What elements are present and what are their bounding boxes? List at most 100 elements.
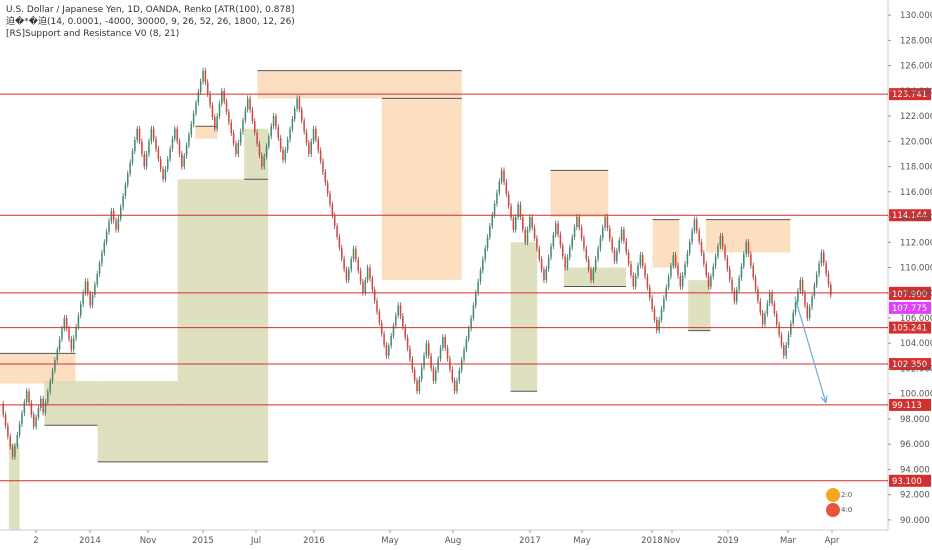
down-brick[interactable] bbox=[752, 265, 755, 278]
down-brick[interactable] bbox=[778, 324, 780, 335]
down-brick[interactable] bbox=[228, 111, 230, 123]
up-brick[interactable] bbox=[712, 266, 715, 277]
down-brick[interactable] bbox=[533, 227, 536, 239]
down-brick[interactable] bbox=[253, 121, 256, 133]
down-brick[interactable] bbox=[338, 236, 341, 248]
down-brick[interactable] bbox=[70, 339, 73, 350]
down-brick[interactable] bbox=[644, 265, 646, 277]
down-brick[interactable] bbox=[322, 161, 324, 172]
down-brick[interactable] bbox=[143, 153, 146, 167]
up-brick[interactable] bbox=[550, 246, 552, 258]
up-brick[interactable] bbox=[122, 196, 124, 208]
up-brick[interactable] bbox=[268, 136, 270, 147]
up-brick[interactable] bbox=[477, 281, 479, 293]
down-brick[interactable] bbox=[223, 90, 225, 102]
up-brick[interactable] bbox=[764, 313, 766, 325]
up-brick[interactable] bbox=[569, 247, 571, 258]
up-brick[interactable] bbox=[263, 156, 265, 167]
up-brick[interactable] bbox=[604, 217, 606, 228]
down-brick[interactable] bbox=[611, 239, 613, 251]
down-brick[interactable] bbox=[230, 122, 233, 133]
up-brick[interactable] bbox=[797, 290, 799, 302]
down-brick[interactable] bbox=[728, 268, 731, 280]
up-brick[interactable] bbox=[47, 391, 49, 403]
down-brick[interactable] bbox=[451, 369, 454, 381]
down-brick[interactable] bbox=[522, 217, 524, 230]
forecast-arrow-line[interactable] bbox=[794, 296, 827, 403]
up-brick[interactable] bbox=[467, 328, 470, 339]
up-brick[interactable] bbox=[418, 379, 421, 392]
down-brick[interactable] bbox=[703, 253, 705, 265]
up-brick[interactable] bbox=[811, 296, 813, 308]
up-brick[interactable] bbox=[526, 229, 529, 243]
up-brick[interactable] bbox=[395, 315, 397, 326]
up-brick[interactable] bbox=[735, 289, 738, 302]
up-brick[interactable] bbox=[820, 252, 823, 264]
down-brick[interactable] bbox=[249, 98, 251, 110]
up-brick[interactable] bbox=[185, 145, 188, 156]
down-brick[interactable] bbox=[4, 414, 7, 426]
up-brick[interactable] bbox=[105, 231, 108, 243]
down-brick[interactable] bbox=[630, 263, 632, 276]
up-brick[interactable] bbox=[599, 238, 602, 249]
up-brick[interactable] bbox=[129, 162, 131, 174]
down-brick[interactable] bbox=[87, 281, 89, 294]
down-brick[interactable] bbox=[324, 171, 327, 183]
down-brick[interactable] bbox=[7, 425, 9, 437]
down-brick[interactable] bbox=[89, 293, 91, 306]
down-brick[interactable] bbox=[162, 169, 164, 180]
down-brick[interactable] bbox=[674, 254, 677, 266]
down-brick[interactable] bbox=[301, 109, 303, 121]
up-brick[interactable] bbox=[620, 229, 623, 241]
up-brick[interactable] bbox=[272, 116, 275, 127]
up-brick[interactable] bbox=[498, 181, 501, 193]
down-brick[interactable] bbox=[775, 313, 778, 325]
up-brick[interactable] bbox=[420, 367, 423, 380]
up-brick[interactable] bbox=[16, 434, 19, 446]
down-brick[interactable] bbox=[543, 269, 545, 281]
up-brick[interactable] bbox=[681, 275, 684, 287]
up-brick[interactable] bbox=[94, 284, 96, 295]
down-brick[interactable] bbox=[413, 369, 416, 381]
down-brick[interactable] bbox=[2, 403, 4, 415]
down-brick[interactable] bbox=[761, 312, 764, 325]
up-brick[interactable] bbox=[484, 248, 486, 260]
down-brick[interactable] bbox=[115, 220, 117, 230]
down-brick[interactable] bbox=[641, 254, 644, 266]
up-brick[interactable] bbox=[110, 210, 113, 222]
down-brick[interactable] bbox=[623, 229, 625, 242]
down-brick[interactable] bbox=[416, 380, 418, 392]
up-brick[interactable] bbox=[239, 131, 242, 143]
down-brick[interactable] bbox=[731, 279, 733, 291]
down-brick[interactable] bbox=[538, 248, 541, 260]
up-brick[interactable] bbox=[195, 102, 197, 114]
down-brick[interactable] bbox=[232, 132, 235, 144]
up-brick[interactable] bbox=[127, 173, 129, 185]
up-brick[interactable] bbox=[813, 285, 816, 297]
down-brick[interactable] bbox=[830, 284, 832, 296]
down-brick[interactable] bbox=[503, 170, 505, 183]
up-brick[interactable] bbox=[388, 345, 390, 356]
down-brick[interactable] bbox=[399, 305, 402, 317]
down-brick[interactable] bbox=[733, 290, 736, 302]
up-brick[interactable] bbox=[766, 303, 769, 314]
down-brick[interactable] bbox=[707, 275, 710, 287]
down-brick[interactable] bbox=[315, 128, 317, 140]
up-brick[interactable] bbox=[54, 360, 56, 371]
up-brick[interactable] bbox=[808, 307, 811, 318]
up-brick[interactable] bbox=[190, 123, 193, 135]
up-brick[interactable] bbox=[672, 254, 675, 266]
up-brick[interactable] bbox=[465, 338, 468, 350]
down-brick[interactable] bbox=[235, 143, 237, 154]
down-brick[interactable] bbox=[282, 149, 284, 161]
down-brick[interactable] bbox=[362, 281, 364, 293]
up-brick[interactable] bbox=[23, 402, 26, 414]
up-brick[interactable] bbox=[552, 234, 555, 247]
up-brick[interactable] bbox=[242, 120, 244, 132]
down-brick[interactable] bbox=[590, 269, 592, 281]
up-brick[interactable] bbox=[545, 268, 548, 281]
down-brick[interactable] bbox=[373, 289, 376, 301]
up-brick[interactable] bbox=[714, 256, 717, 267]
up-brick[interactable] bbox=[496, 192, 498, 204]
up-brick[interactable] bbox=[117, 218, 120, 230]
